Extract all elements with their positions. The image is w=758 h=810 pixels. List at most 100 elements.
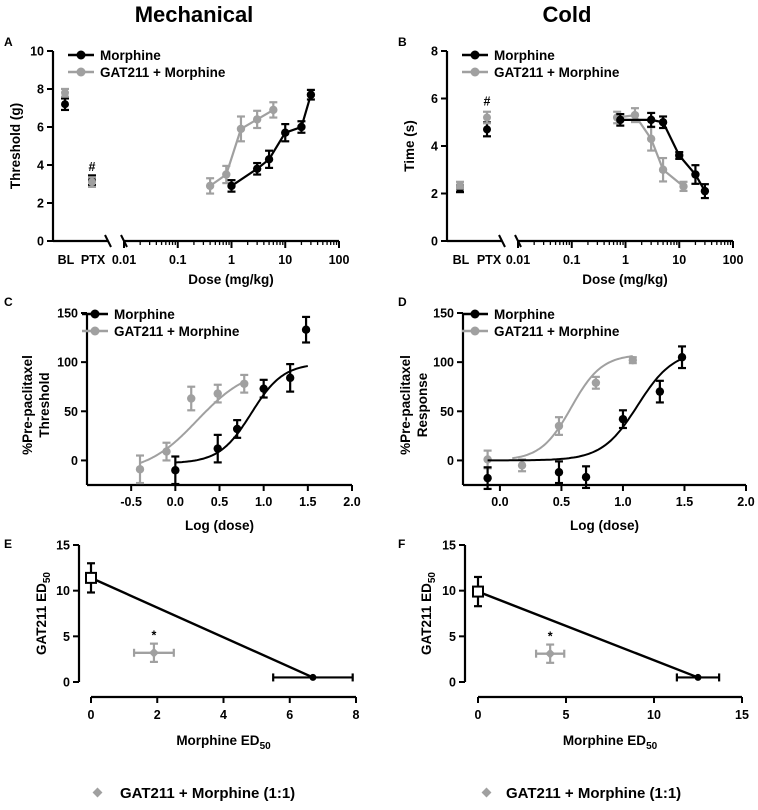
legend-label: Morphine [114,307,175,322]
panel-label: D [398,295,407,309]
legend-marker [470,326,480,336]
series-combo-point [236,124,246,134]
y-tick-label: 10 [442,584,456,598]
series-combo-point [240,379,249,388]
y-tick-label: 15 [442,539,456,553]
y-axis-label: Threshold (g) [8,103,23,189]
y-tick-label: 0 [449,676,456,690]
series-combo-point [269,105,278,115]
x-tick-label: 1.5 [299,495,316,509]
y-tick-label: 4 [431,140,438,154]
x-tick-label: 10 [647,708,661,722]
series-combo-point [187,394,196,403]
series-morphine-point [677,353,687,362]
x-axis-label: Dose (mg/kg) [188,272,274,287]
x-tick-label: 0.0 [491,495,508,509]
bottom-legend-left: GAT211 + Morphine (1:1) [92,785,295,802]
x-axis-label: Morphine ED50 [176,733,271,752]
y-tick-label: 50 [64,405,78,419]
legend-label: GAT211 + Morphine [100,65,226,80]
y-tick-label: 15 [56,539,70,553]
y-tick-label: 100 [433,356,454,370]
combination-point [545,648,556,659]
additivity-isobole-line [90,576,314,679]
column-title-mechanical: Mechanical [135,2,254,27]
x-axis-label: Morphine ED50 [563,733,658,752]
combination-point [148,647,159,658]
series-morphine-point [171,466,180,475]
panel-label: A [4,35,13,49]
x-tick-label: 1.0 [614,495,631,509]
series-combo-point [213,389,222,398]
bottom-legend-label: GAT211 + Morphine (1:1) [506,785,681,802]
bottom-legend-right: GAT211 + Morphine (1:1) [481,785,681,802]
y-tick-label: 150 [57,307,78,321]
x-tick-label: 1.0 [255,495,272,509]
y-tick-label: 4 [37,159,44,173]
x-axis-label: Dose (mg/kg) [582,272,668,287]
x-tick-label: 100 [723,253,744,267]
axis-break-mark [104,234,112,248]
legend-marker [90,309,100,319]
x-tick-label: 8 [353,708,360,722]
x-tick-label: 0.5 [211,495,228,509]
legend-label: GAT211 + Morphine [494,65,620,80]
series-morphine-point [554,468,564,477]
baseline-morphine-ptx-point [483,125,491,134]
x-tick-label-ptx: PTX [81,253,106,267]
series-combo-point [658,165,668,174]
x-tick-label: 1 [622,253,629,267]
y-axis-label: GAT211 ED50 [419,572,438,655]
y-tick-label: 6 [431,92,438,106]
y-tick-label: 100 [57,356,78,370]
legend-label: Morphine [100,48,161,63]
y-tick-label: 2 [37,197,44,211]
legend-marker [90,326,100,336]
morphine-ed50-point [694,673,702,681]
y-tick-label: 5 [63,630,70,644]
series-combo-point [205,181,215,191]
series-morphine-point [691,170,700,179]
x-tick-label: 5 [563,708,570,722]
y-tick-label: 6 [37,121,44,135]
series-morphine-point [618,414,628,424]
series-combo-point [646,134,656,144]
y-tick-label: 5 [449,630,456,644]
baseline-combo-bl-point [456,181,464,190]
y-tick-label: 150 [433,307,454,321]
panel-label: C [4,295,13,309]
series-combo-point [628,355,637,365]
x-tick-label: 2 [154,708,161,722]
legend-marker [470,50,480,60]
y-tick-label: 0 [71,454,78,468]
y-axis-label: %Pre-paclitaxel Response [398,355,430,455]
legend-marker [470,67,480,77]
y-tick-label: 0 [63,676,70,690]
series-combo-point [135,465,145,474]
y-tick-label: 10 [30,45,44,59]
significance-annotation: * [152,629,157,643]
y-tick-label: 2 [431,187,438,201]
y-tick-label: 8 [37,83,44,97]
x-tick-label: 15 [735,708,749,722]
x-tick-label: 100 [329,253,350,267]
series-morphine-point [297,122,306,132]
series-morphine-point [264,155,274,164]
y-axis-label: GAT211 ED50 [34,572,53,655]
series-morphine-fit-curve [487,356,685,462]
x-tick-label: 2.0 [737,495,754,509]
series-combo-point [679,182,688,191]
panel-label: B [398,35,407,49]
y-axis-label: %Pre-paclitaxel Threshold [20,355,52,455]
morphine-ed50-point [309,673,317,681]
legend-label: Morphine [494,48,555,63]
x-tick-label: 0.01 [506,253,530,267]
x-tick-label: 10 [672,253,686,267]
legend-marker [76,50,86,60]
gat211-ed50-point [85,571,97,584]
gat211-ed50-point [472,585,484,598]
series-morphine-fit-curve [175,365,308,464]
y-tick-label: 8 [431,45,438,59]
series-combo-point [630,110,640,120]
